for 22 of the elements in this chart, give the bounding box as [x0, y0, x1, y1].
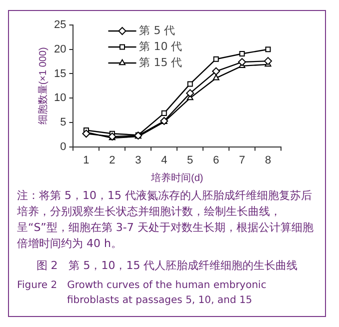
y-tick-label: 25: [54, 19, 66, 32]
y-tick-label: 0: [60, 140, 66, 153]
x-tick-label: 4: [161, 154, 168, 166]
x-axis-title: 培养时间(d): [150, 172, 204, 184]
legend-label: 第 10 代: [139, 40, 182, 53]
y-tick-label: 20: [54, 43, 66, 56]
x-tick-label: 7: [238, 154, 246, 166]
x-tick-label: 5: [187, 154, 194, 166]
legend-label: 第 15 代: [139, 56, 182, 69]
y-axis-title: 细胞数量(×1 000): [36, 47, 49, 125]
x-tick-label: 3: [135, 154, 142, 166]
y-tick-label: 5: [60, 116, 66, 128]
caption: Figure 2 Growth curves of the human embryonic fibroblasts at passages 5, 10, and 15: [17, 279, 268, 308]
x-tick-label: 8: [264, 154, 272, 166]
y-tick-label: 10: [54, 92, 66, 104]
x-tick-label: 2: [109, 154, 116, 166]
x-tick-label: 1: [83, 154, 90, 166]
x-tick-label: 6: [213, 154, 220, 166]
legend-label: 第 5 代: [139, 24, 176, 37]
y-tick-label: 15: [54, 68, 66, 80]
text: 注：将第 5，10，15 代液氮冻存的人胚胎成纤维细胞复苏后培养，分别观察生长状态并细胞计数，绘制生长曲线，呈“S”型，细胞在第 3-7 天处于对数生长期，根据公计算细胞倍增时间约为 40 h。: [17, 188, 314, 252]
caption: 图 2 第 5，10，15 代人胚胎成纤维细胞的生长曲线: [35, 258, 299, 273]
